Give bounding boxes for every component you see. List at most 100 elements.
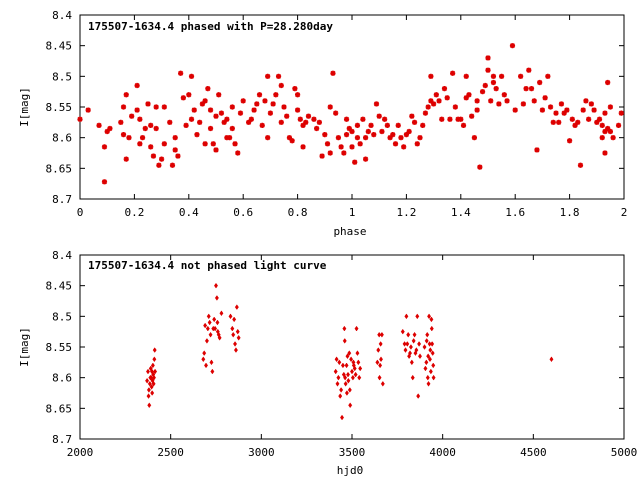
data-point [496,101,502,107]
data-point [259,122,265,128]
data-point [333,368,338,375]
data-point [482,82,488,89]
data-point [215,319,220,326]
data-point [425,104,431,110]
data-point [120,104,127,110]
data-point [147,380,152,387]
data-point [150,362,155,369]
data-point [213,147,219,153]
data-point [229,125,235,132]
data-point [355,350,360,356]
data-point [207,319,212,326]
data-point [490,79,497,86]
data-point [334,356,339,363]
data-point [183,122,189,128]
data-point [395,122,401,128]
data-point [85,107,91,113]
data-point [343,116,350,122]
data-point [104,128,110,135]
data-point [167,119,173,125]
data-point [336,374,341,381]
data-point [401,144,407,150]
data-point [414,141,420,147]
x-tick-label: 0.4 [179,206,199,219]
x-axis-label: phase [333,225,366,238]
x-axis-label: hjd0 [337,464,364,477]
data-point [583,98,589,104]
data-point [305,113,312,119]
data-series [77,43,624,185]
data-point [278,119,284,125]
x-tick-label: 2 [621,206,628,219]
data-point [427,356,432,363]
data-point [281,104,287,110]
data-point [471,135,477,141]
data-point [275,73,282,79]
data-point [224,135,230,141]
y-tick-label: 8.65 [46,402,73,415]
data-point [335,380,340,387]
x-tick-label: 4000 [429,446,456,459]
data-point [466,92,472,98]
data-point [377,331,382,338]
data-point [240,98,246,104]
data-point [300,144,306,150]
data-point [357,141,363,147]
data-point [175,153,181,159]
data-point [161,104,167,110]
y-tick-label: 8.4 [52,9,72,22]
data-point [594,119,600,125]
data-point [319,153,325,159]
data-point [129,113,135,119]
data-point [561,110,567,116]
data-point [227,135,233,141]
y-tick-label: 8.65 [46,162,73,175]
data-point [379,356,383,363]
data-point [186,92,192,98]
data-point [469,113,475,119]
data-point [349,144,355,150]
data-point [375,359,380,366]
data-point [202,141,208,147]
data-point [425,331,430,338]
data-point [178,70,184,76]
data-point [335,135,341,141]
data-point [615,122,622,128]
data-point [602,128,608,135]
y-tick-label: 8.6 [52,372,72,385]
data-point [217,334,222,341]
data-point [417,135,423,141]
data-point [452,104,458,110]
x-tick-label: 4500 [520,446,547,459]
data-point [342,338,347,344]
data-point [599,122,605,128]
data-point [411,119,418,125]
data-point [596,116,603,122]
axis-ticks: 2000 2500 3000 3500 4000 4500 5000 8.4 8.45 8.5 8.… [46,249,638,459]
data-point [605,125,611,132]
data-point [411,338,416,344]
x-tick-label: 1.6 [505,206,525,219]
data-point [153,125,159,132]
data-point [564,107,570,113]
data-point [341,150,347,156]
data-point [161,141,167,147]
data-point [431,374,436,381]
data-point [209,359,214,366]
data-point [357,374,362,381]
data-point [213,325,218,332]
data-point [284,113,290,119]
data-point [254,101,260,107]
data-point [262,98,268,104]
data-point [501,92,507,98]
data-point [96,122,102,128]
data-point [379,128,385,135]
plot-frame [79,14,625,200]
x-tick-label: 0 [77,206,84,219]
data-point [214,282,218,289]
y-tick-label: 8.5 [52,310,72,323]
data-point [218,110,225,116]
data-point [422,344,427,350]
data-point [520,101,526,107]
